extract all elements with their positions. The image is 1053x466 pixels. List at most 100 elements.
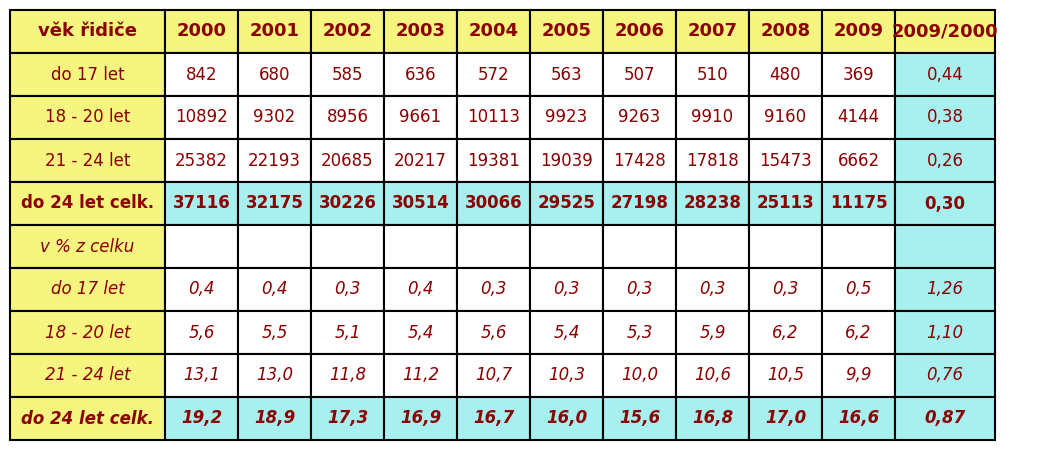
- Text: 0,26: 0,26: [927, 151, 963, 170]
- Text: 842: 842: [185, 66, 217, 83]
- Text: 16,7: 16,7: [473, 410, 514, 427]
- Text: 15473: 15473: [759, 151, 812, 170]
- Bar: [530, 397, 603, 440]
- Bar: [676, 268, 749, 311]
- Bar: [165, 311, 238, 354]
- Bar: [676, 354, 749, 397]
- Bar: [311, 182, 384, 225]
- Text: 369: 369: [842, 66, 874, 83]
- Bar: [530, 268, 603, 311]
- Bar: [165, 53, 238, 96]
- Text: 9923: 9923: [545, 109, 588, 126]
- Bar: [603, 354, 676, 397]
- Text: 0,87: 0,87: [925, 410, 966, 427]
- Bar: [9, 397, 165, 440]
- Bar: [530, 225, 603, 268]
- Bar: [676, 139, 749, 182]
- Bar: [822, 182, 895, 225]
- Text: 30226: 30226: [319, 194, 376, 212]
- Text: 10,0: 10,0: [621, 366, 658, 384]
- Text: 17,0: 17,0: [764, 410, 807, 427]
- Text: 9263: 9263: [618, 109, 660, 126]
- Bar: [822, 268, 895, 311]
- Text: 5,4: 5,4: [553, 323, 580, 342]
- Text: 9302: 9302: [254, 109, 296, 126]
- Bar: [603, 182, 676, 225]
- Bar: [238, 268, 311, 311]
- Text: 5,6: 5,6: [480, 323, 506, 342]
- Text: 2000: 2000: [177, 22, 226, 41]
- Text: 10113: 10113: [466, 109, 520, 126]
- Bar: [603, 268, 676, 311]
- Text: do 24 let celk.: do 24 let celk.: [21, 194, 154, 212]
- Bar: [603, 53, 676, 96]
- Text: 22193: 22193: [249, 151, 301, 170]
- Text: 2006: 2006: [615, 22, 664, 41]
- Bar: [311, 225, 384, 268]
- Bar: [9, 53, 165, 96]
- Bar: [895, 139, 995, 182]
- Bar: [311, 10, 384, 53]
- Text: 5,3: 5,3: [627, 323, 653, 342]
- Bar: [822, 96, 895, 139]
- Text: 17428: 17428: [613, 151, 665, 170]
- Bar: [165, 225, 238, 268]
- Bar: [457, 354, 530, 397]
- Bar: [238, 182, 311, 225]
- Bar: [749, 10, 822, 53]
- Text: 0,3: 0,3: [699, 281, 726, 299]
- Bar: [165, 139, 238, 182]
- Text: 11,2: 11,2: [402, 366, 439, 384]
- Bar: [384, 225, 457, 268]
- Bar: [676, 53, 749, 96]
- Text: 1,10: 1,10: [927, 323, 963, 342]
- Text: 0,3: 0,3: [627, 281, 653, 299]
- Text: 18 - 20 let: 18 - 20 let: [44, 323, 131, 342]
- Text: v % z celku: v % z celku: [40, 238, 135, 255]
- Bar: [749, 53, 822, 96]
- Text: 5,1: 5,1: [334, 323, 361, 342]
- Text: 2005: 2005: [541, 22, 592, 41]
- Bar: [895, 225, 995, 268]
- Text: 5,9: 5,9: [699, 323, 726, 342]
- Bar: [603, 96, 676, 139]
- Text: 10,7: 10,7: [475, 366, 512, 384]
- Text: 1,26: 1,26: [927, 281, 963, 299]
- Bar: [238, 354, 311, 397]
- Bar: [384, 268, 457, 311]
- Text: 21 - 24 let: 21 - 24 let: [44, 366, 131, 384]
- Text: věk řidiče: věk řidiče: [38, 22, 137, 41]
- Bar: [457, 53, 530, 96]
- Bar: [603, 139, 676, 182]
- Bar: [676, 397, 749, 440]
- Text: 6662: 6662: [837, 151, 879, 170]
- Bar: [895, 311, 995, 354]
- Text: 19,2: 19,2: [181, 410, 222, 427]
- Bar: [311, 397, 384, 440]
- Bar: [530, 139, 603, 182]
- Bar: [9, 311, 165, 354]
- Text: 27198: 27198: [611, 194, 669, 212]
- Bar: [895, 53, 995, 96]
- Bar: [384, 10, 457, 53]
- Text: 29525: 29525: [538, 194, 595, 212]
- Text: 19381: 19381: [468, 151, 520, 170]
- Bar: [676, 96, 749, 139]
- Text: 2007: 2007: [688, 22, 737, 41]
- Bar: [238, 225, 311, 268]
- Bar: [384, 96, 457, 139]
- Bar: [384, 397, 457, 440]
- Text: 4144: 4144: [837, 109, 879, 126]
- Text: do 17 let: do 17 let: [51, 281, 124, 299]
- Text: 10,5: 10,5: [767, 366, 804, 384]
- Bar: [822, 53, 895, 96]
- Bar: [238, 139, 311, 182]
- Bar: [9, 10, 165, 53]
- Text: 0,3: 0,3: [772, 281, 799, 299]
- Text: 636: 636: [404, 66, 436, 83]
- Text: 17818: 17818: [687, 151, 739, 170]
- Text: 0,38: 0,38: [927, 109, 963, 126]
- Bar: [384, 311, 457, 354]
- Bar: [311, 96, 384, 139]
- Text: 2001: 2001: [250, 22, 299, 41]
